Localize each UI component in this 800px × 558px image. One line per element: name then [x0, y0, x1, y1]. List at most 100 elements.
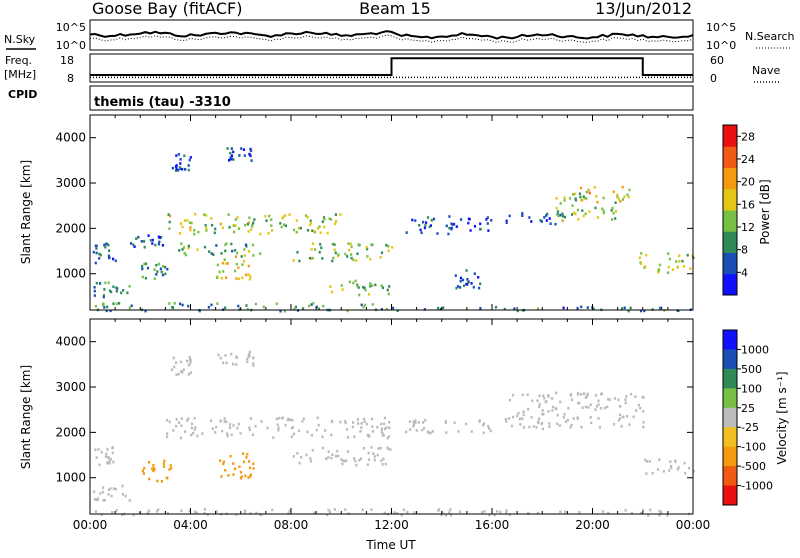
heatmap-cell [193, 428, 196, 431]
heatmap-cell [319, 231, 322, 234]
heatmap-cell [612, 190, 615, 194]
heatmap-cell [180, 417, 183, 420]
heatmap-cell [642, 509, 645, 512]
velocity-ylabel: Slant Range [km] [19, 365, 33, 469]
heatmap-cell [194, 426, 197, 429]
heatmap-cell [250, 159, 253, 162]
heatmap-cell [252, 467, 255, 470]
heatmap-cell [682, 264, 686, 268]
heatmap-cell [232, 224, 235, 227]
heatmap-cell [465, 282, 468, 286]
x-tick-label: 04:00 [173, 518, 208, 532]
heatmap-cell [220, 252, 223, 255]
heatmap-cell [172, 356, 175, 360]
heatmap-cell [340, 458, 343, 461]
heatmap-cell [614, 217, 617, 220]
heatmap-cell [581, 209, 584, 212]
heatmap-cell [541, 427, 544, 431]
heatmap-cell [556, 422, 559, 425]
heatmap-cell [252, 356, 255, 360]
heatmap-cell [177, 153, 180, 156]
heatmap-cell [402, 508, 405, 512]
heatmap-cell [580, 199, 583, 202]
heatmap-cell [260, 420, 263, 423]
heatmap-cell [141, 275, 144, 279]
heatmap-cell [203, 213, 206, 216]
heatmap-cell [155, 273, 158, 276]
heatmap-cell [572, 417, 575, 420]
heatmap-cell [379, 256, 382, 259]
heatmap-cell [175, 418, 178, 421]
heatmap-cell [111, 446, 114, 450]
heatmap-cell [170, 368, 173, 372]
heatmap-cell [322, 216, 326, 219]
heatmap-cell [528, 425, 531, 429]
heatmap-cell [479, 222, 482, 226]
heatmap-cell [94, 304, 97, 308]
heatmap-cell [470, 282, 473, 285]
heatmap-cell [450, 513, 453, 517]
heatmap-cell [233, 230, 236, 234]
heatmap-cell [493, 513, 496, 517]
heatmap-cell [220, 475, 223, 478]
heatmap-cell [356, 252, 359, 256]
heatmap-cell [487, 425, 490, 428]
heatmap-cell [210, 217, 213, 220]
heatmap-cell [241, 276, 244, 280]
heatmap-cell [132, 513, 135, 517]
heatmap-cell [677, 466, 680, 469]
heatmap-cell [382, 457, 385, 461]
heatmap-cell [586, 392, 589, 396]
heatmap-cell [278, 416, 281, 420]
heatmap-cell [244, 223, 247, 227]
freq-left-tick-bottom: 8 [67, 72, 74, 85]
heatmap-cell [482, 422, 486, 425]
heatmap-cell [226, 262, 229, 265]
heatmap-cell [359, 430, 362, 433]
heatmap-cell [519, 423, 522, 426]
frequency-panel: Freq. [MHz] 18 8 60 0 Nave [4, 53, 780, 85]
heatmap-cell [170, 467, 173, 470]
heatmap-cell [225, 276, 228, 279]
heatmap-cell [580, 393, 583, 396]
heatmap-cell [190, 426, 193, 430]
heatmap-cell [559, 400, 562, 404]
heatmap-cell [409, 428, 412, 431]
heatmap-cell [268, 214, 271, 218]
heatmap-cell [478, 419, 481, 422]
heatmap-cell [105, 452, 108, 456]
heatmap-cell [157, 235, 160, 239]
heatmap-cell [538, 417, 541, 420]
heatmap-cell [143, 466, 146, 470]
heatmap-cell [649, 508, 652, 512]
heatmap-cell [381, 463, 384, 466]
heatmap-cell [444, 420, 447, 423]
heatmap-cell [334, 213, 337, 216]
heatmap-cell [219, 356, 222, 360]
heatmap-cell [295, 230, 298, 234]
heatmap-cell [355, 463, 358, 467]
heatmap-cell [245, 245, 248, 248]
heatmap-cell [286, 418, 289, 422]
heatmap-cell [242, 148, 246, 151]
heatmap-cell [237, 304, 240, 308]
heatmap-cell [507, 417, 511, 420]
heatmap-cell [187, 244, 190, 248]
heatmap-cell [418, 224, 421, 227]
heatmap-cell [322, 304, 325, 308]
heatmap-cell [315, 428, 318, 432]
heatmap-cell [485, 218, 488, 221]
heatmap-cell [637, 403, 640, 407]
heatmap-cell [425, 221, 428, 224]
heatmap-cell [505, 509, 508, 512]
heatmap-cell [187, 246, 190, 250]
heatmap-cell [367, 435, 370, 438]
heatmap-cell [414, 419, 417, 422]
heatmap-cell [629, 306, 632, 310]
heatmap-cell [259, 232, 262, 236]
heatmap-cell [190, 433, 193, 437]
heatmap-cell [462, 284, 466, 288]
heatmap-cell [451, 223, 454, 226]
time-axis-label: Time UT [365, 538, 416, 552]
heatmap-cell [100, 450, 103, 454]
